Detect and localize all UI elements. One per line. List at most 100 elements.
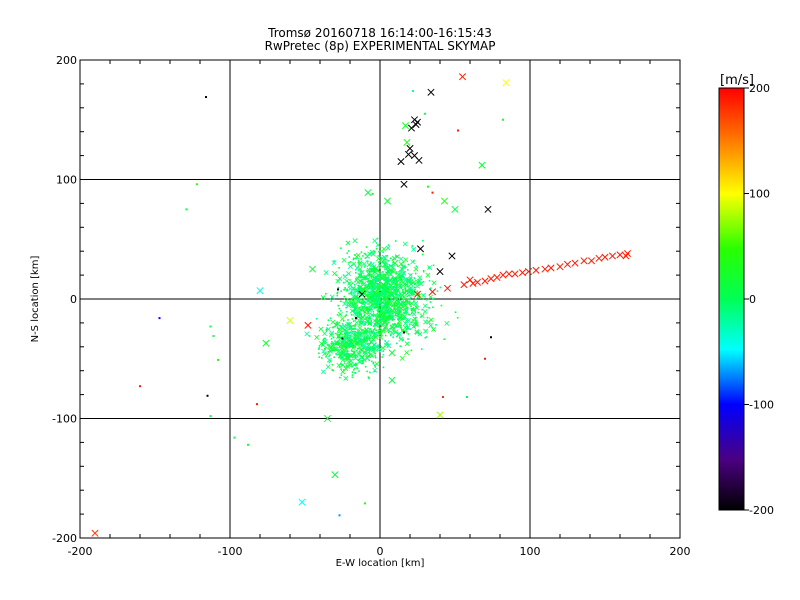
cloud-point: [364, 257, 367, 259]
cloud-point: [398, 272, 401, 275]
cloud-point: [407, 272, 413, 278]
cloud-point: [422, 303, 428, 309]
data-point-cross: [518, 269, 527, 277]
cloud-point: [400, 313, 403, 316]
cloud-point: [359, 322, 361, 324]
cloud-point: [432, 264, 435, 267]
cloud-point: [392, 312, 394, 315]
cloud-point: [368, 359, 371, 362]
cloud-point: [373, 351, 375, 354]
cloud-point: [321, 344, 323, 346]
cloud-point: [402, 267, 404, 270]
cloud-point: [431, 280, 437, 286]
cloud-point: [343, 360, 346, 363]
cloud-point: [413, 266, 419, 272]
cloud-point: [318, 347, 321, 349]
cloud-point: [359, 319, 365, 325]
y-axis-label: N-S location [km]: [30, 256, 41, 343]
cloud-point: [381, 278, 383, 280]
cloud-point: [367, 337, 370, 339]
data-point-cross: [406, 144, 414, 152]
cloud-point: [358, 273, 361, 275]
cloud-point: [377, 294, 380, 296]
cloud-point: [382, 366, 385, 369]
cloud-point: [343, 288, 345, 291]
cloud-point: [377, 273, 379, 276]
cloud-point: [399, 326, 402, 329]
cloud-point: [353, 283, 356, 286]
cloud-point: [344, 355, 350, 361]
cloud-point: [436, 290, 439, 292]
cloud-point: [376, 286, 382, 292]
cloud-point: [383, 283, 386, 286]
cloud-point: [336, 321, 339, 323]
cloud-point: [406, 295, 409, 298]
cloud-point: [367, 317, 370, 320]
data-point-cross: [323, 414, 332, 423]
cloud-point: [406, 327, 409, 330]
cloud-point: [348, 346, 351, 348]
cloud-point: [346, 271, 351, 277]
data-point-cross: [436, 267, 444, 276]
y-tick-label: 100: [56, 174, 77, 187]
cloud-point: [384, 258, 387, 261]
cloud-point: [380, 277, 383, 279]
cloud-point: [350, 291, 353, 294]
cloud-point: [372, 288, 375, 290]
cloud-point: [378, 284, 381, 286]
cloud-point: [380, 292, 383, 294]
cloud-point: [380, 302, 383, 305]
cloud-point: [389, 313, 391, 316]
cloud-point: [414, 329, 420, 335]
cloud-point: [370, 320, 373, 322]
cloud-point: [339, 346, 341, 348]
cloud-point: [348, 364, 351, 367]
cloud-point: [395, 292, 401, 298]
cloud-point: [347, 263, 353, 269]
cloud-point: [428, 323, 434, 329]
cloud-point: [360, 301, 362, 304]
cloud-point: [415, 298, 417, 301]
colorbar-tick-label: -200: [749, 504, 774, 517]
cloud-point: [346, 288, 349, 291]
cloud-point: [393, 304, 396, 307]
cloud-point: [387, 244, 390, 246]
cloud-point: [339, 324, 341, 327]
data-point-dot: [490, 336, 492, 339]
cloud-point: [390, 285, 396, 291]
cloud-point: [392, 283, 394, 285]
cloud-point: [344, 336, 350, 342]
data-point-cross: [608, 252, 617, 260]
cloud-point: [410, 308, 413, 310]
cloud-point: [384, 302, 387, 304]
cloud-point: [366, 315, 369, 318]
cloud-point: [367, 280, 369, 283]
data-point-cross: [532, 266, 540, 274]
cloud-point: [355, 307, 358, 310]
cloud-point: [357, 325, 363, 331]
y-tick-label: 0: [70, 293, 77, 306]
cloud-point: [380, 259, 386, 264]
cloud-point: [381, 271, 384, 273]
cloud-point: [353, 307, 356, 309]
cloud-point: [389, 264, 391, 267]
cloud-point: [338, 356, 341, 358]
cloud-point: [351, 371, 354, 373]
data-point-cross: [391, 259, 399, 267]
cloud-point: [368, 287, 371, 290]
cloud-point: [370, 275, 373, 278]
cloud-point: [360, 343, 362, 346]
cloud-point: [355, 257, 358, 260]
cloud-point: [369, 279, 372, 282]
cloud-point: [387, 276, 390, 279]
cloud-point: [368, 351, 370, 354]
cloud-point: [425, 336, 428, 338]
cloud-point: [334, 340, 340, 346]
cloud-point: [384, 311, 386, 314]
data-point-dot: [442, 395, 444, 398]
cloud-point: [372, 331, 378, 337]
cloud-point: [414, 317, 417, 319]
cloud-point: [318, 352, 320, 355]
cloud-point: [359, 308, 362, 310]
data-point-dot: [502, 118, 504, 121]
